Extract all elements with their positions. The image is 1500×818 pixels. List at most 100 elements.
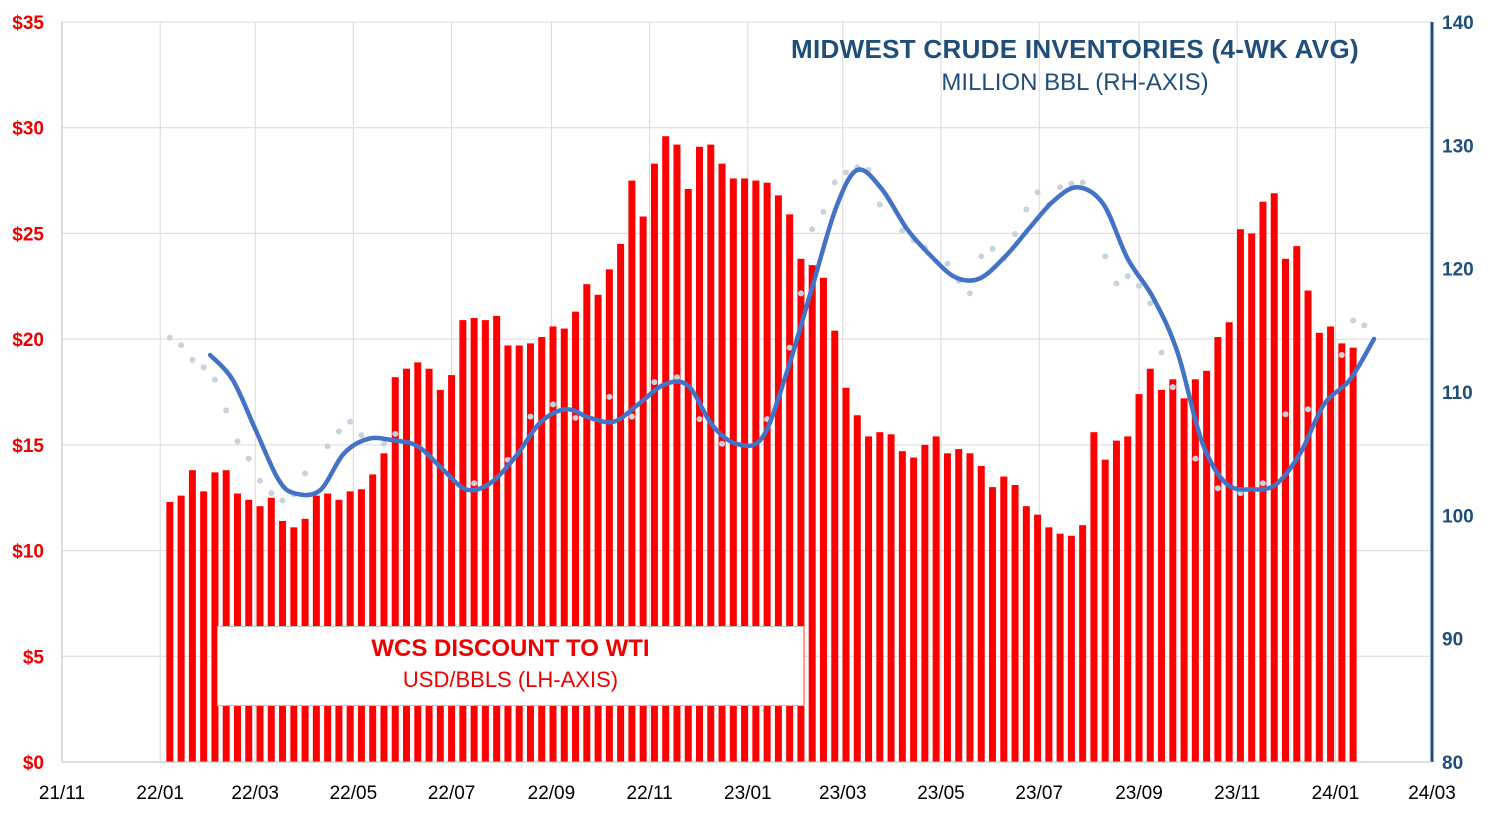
wcs-bar xyxy=(380,453,388,762)
wcs-bar xyxy=(481,320,489,762)
inventory-point xyxy=(843,169,850,176)
wcs-bar xyxy=(605,269,613,762)
wcs-bar xyxy=(1011,485,1019,762)
wcs-bar xyxy=(200,491,208,762)
inventory-point xyxy=(1012,231,1019,238)
inventory-subtitle: MILLION BBL (RH-AXIS) xyxy=(941,69,1209,96)
wcs-bar xyxy=(166,501,174,762)
wcs-bar xyxy=(1090,432,1098,762)
inventory-point xyxy=(1079,179,1086,186)
left-tick-label: $10 xyxy=(12,542,44,563)
inventory-point xyxy=(550,401,557,408)
wcs-bar xyxy=(403,368,411,762)
inventory-point xyxy=(809,226,816,233)
wcs-bar xyxy=(797,258,805,762)
wcs-bar xyxy=(549,326,557,762)
wcs-bar xyxy=(966,453,974,762)
inventory-point xyxy=(1169,384,1176,391)
right-tick-label: 110 xyxy=(1442,383,1473,404)
inventory-point xyxy=(234,438,241,445)
inventory-point xyxy=(358,432,365,439)
wcs-bar xyxy=(1056,533,1064,762)
right-tick-label: 80 xyxy=(1442,753,1463,774)
inventory-point xyxy=(223,407,230,414)
x-tick-label: 22/05 xyxy=(330,783,378,804)
wcs-bar xyxy=(1214,337,1222,762)
inventory-point xyxy=(1113,280,1120,287)
left-tick-label: $35 xyxy=(12,13,44,34)
x-tick-label: 23/01 xyxy=(724,783,772,804)
wcs-bar xyxy=(1146,368,1154,762)
inventory-point xyxy=(1124,273,1131,280)
wcs-bar xyxy=(1101,459,1109,762)
wcs-bar xyxy=(650,163,658,762)
inventory-point xyxy=(380,440,387,447)
wcs-bar xyxy=(1034,514,1042,762)
wcs-bar xyxy=(729,178,737,762)
wcs-bar xyxy=(808,265,816,762)
inventory-point xyxy=(1136,282,1143,289)
inventory-point xyxy=(696,416,703,423)
wcs-bar xyxy=(887,434,895,762)
wcs-bar xyxy=(436,389,444,762)
left-tick-label: $5 xyxy=(23,647,45,668)
inventory-point xyxy=(1158,349,1165,356)
wcs-bar xyxy=(459,320,467,762)
wcs-bar xyxy=(1079,525,1087,762)
inventory-point xyxy=(245,455,252,462)
wcs-title: WCS DISCOUNT TO WTI xyxy=(371,635,650,662)
wcs-bar xyxy=(932,436,940,762)
wcs-subtitle: USD/BBLS (LH-AXIS) xyxy=(402,667,619,692)
inventory-point xyxy=(831,179,838,186)
wcs-bar xyxy=(639,216,647,762)
wcs-bar xyxy=(752,180,760,763)
wcs-bar xyxy=(1112,440,1120,762)
wcs-bar xyxy=(718,163,726,762)
wcs-bar xyxy=(1000,476,1008,762)
wcs-bar xyxy=(222,470,230,762)
wcs-bar xyxy=(526,343,534,762)
right-tick-label: 100 xyxy=(1442,506,1474,527)
wcs-bar xyxy=(1349,347,1357,762)
x-tick-label: 22/09 xyxy=(528,783,576,804)
wcs-bar xyxy=(583,284,591,762)
wcs-bar xyxy=(1203,370,1211,762)
x-tick-label: 21/11 xyxy=(39,783,85,804)
inventory-point xyxy=(606,393,613,400)
right-tick-label: 90 xyxy=(1442,630,1463,651)
wcs-bar xyxy=(1225,322,1233,762)
wcs-bar xyxy=(414,362,422,762)
wcs-bar xyxy=(910,457,918,762)
left-tick-label: $0 xyxy=(23,753,44,774)
x-tick-label: 22/07 xyxy=(428,783,476,804)
wcs-bar xyxy=(1270,193,1278,762)
wcs-bar xyxy=(673,144,681,763)
inventory-point xyxy=(268,490,275,497)
wcs-bar xyxy=(1124,436,1132,762)
left-tick-label: $30 xyxy=(12,119,44,140)
wcs-bar xyxy=(538,337,546,762)
inventory-point xyxy=(1259,480,1266,487)
x-tick-label: 23/03 xyxy=(819,783,867,804)
inventory-line-layer xyxy=(207,167,1377,498)
inventory-point xyxy=(1034,189,1041,196)
inventory-point xyxy=(797,290,804,297)
wcs-bar xyxy=(560,328,568,762)
wcs-bar xyxy=(1282,258,1289,762)
x-tick-label: 24/03 xyxy=(1408,783,1456,804)
inventory-point xyxy=(572,414,579,421)
x-tick-label: 22/01 xyxy=(136,783,184,804)
inventory-point xyxy=(876,201,883,208)
inventory-point xyxy=(1361,322,1368,329)
wcs-bar xyxy=(1180,398,1188,762)
inventory-point xyxy=(1338,352,1345,358)
wcs-bar xyxy=(1045,527,1053,762)
wcs-bar xyxy=(786,214,794,762)
wcs-bar xyxy=(921,444,929,762)
wcs-bar xyxy=(696,146,704,762)
x-tick-label: 22/03 xyxy=(231,783,279,804)
wcs-bar xyxy=(977,466,985,762)
x-tick-label: 23/11 xyxy=(1214,783,1260,804)
inventory-point xyxy=(978,253,985,260)
x-tick-label: 24/01 xyxy=(1312,783,1360,804)
